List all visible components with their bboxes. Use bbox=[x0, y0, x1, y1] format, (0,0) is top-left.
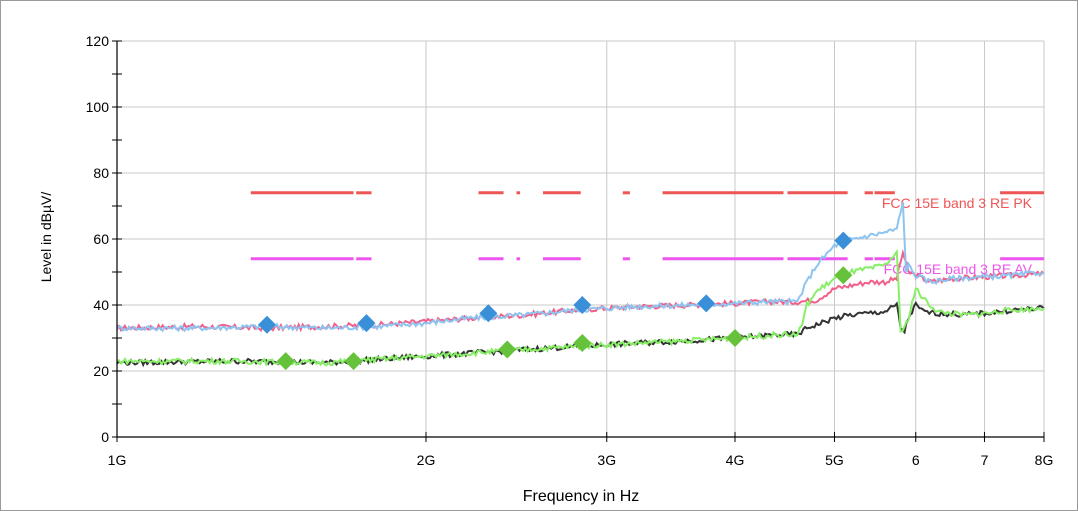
y-tick-label: 120 bbox=[86, 33, 110, 49]
x-tick-label: 8G bbox=[1035, 452, 1054, 468]
x-axis-title: Frequency in Hz bbox=[523, 488, 640, 505]
y-tick-label: 60 bbox=[93, 231, 109, 247]
x-tick-label: 2G bbox=[417, 452, 436, 468]
marker-diamond bbox=[834, 266, 853, 285]
marker-diamond bbox=[344, 352, 363, 371]
x-tick-label: 5G bbox=[825, 452, 844, 468]
marker-diamond bbox=[357, 314, 376, 333]
tick-labels: 1G 2G 3G 4G 5G 6 7 8G 0 20 40 60 80 100 120 bbox=[86, 33, 1054, 468]
marker-diamond bbox=[479, 304, 498, 323]
marker-diamond bbox=[697, 294, 716, 313]
marker-diamond bbox=[498, 340, 517, 359]
marker-diamond bbox=[726, 329, 744, 347]
marker-diamond bbox=[834, 231, 853, 250]
x-tick-label: 7 bbox=[981, 452, 989, 468]
x-tick-label: 3G bbox=[597, 452, 616, 468]
limit-lines: FCC 15E band 3 RE PK FCC 15E band 3 RE AV bbox=[250, 191, 1044, 277]
marker-diamond bbox=[573, 296, 592, 314]
y-axis-title: Level in dBµV/ bbox=[38, 192, 54, 283]
marker-points bbox=[257, 231, 853, 371]
limit-line-label: FCC 15E band 3 RE PK bbox=[882, 195, 1033, 211]
y-tick-label: 40 bbox=[93, 297, 109, 313]
x-tick-label: 1G bbox=[108, 452, 127, 468]
y-tick-label: 20 bbox=[93, 363, 109, 379]
marker-diamond bbox=[257, 315, 276, 334]
axes bbox=[112, 40, 1045, 442]
x-tick-label: 6 bbox=[912, 452, 920, 468]
x-tick-label: 4G bbox=[726, 452, 745, 468]
marker-diamond bbox=[276, 352, 295, 371]
limit-line-label: FCC 15E band 3 RE AV bbox=[884, 261, 1033, 277]
y-tick-label: 80 bbox=[93, 165, 109, 181]
y-tick-label: 100 bbox=[86, 99, 110, 115]
y-tick-label: 0 bbox=[101, 429, 109, 445]
marker-diamond bbox=[573, 333, 592, 352]
